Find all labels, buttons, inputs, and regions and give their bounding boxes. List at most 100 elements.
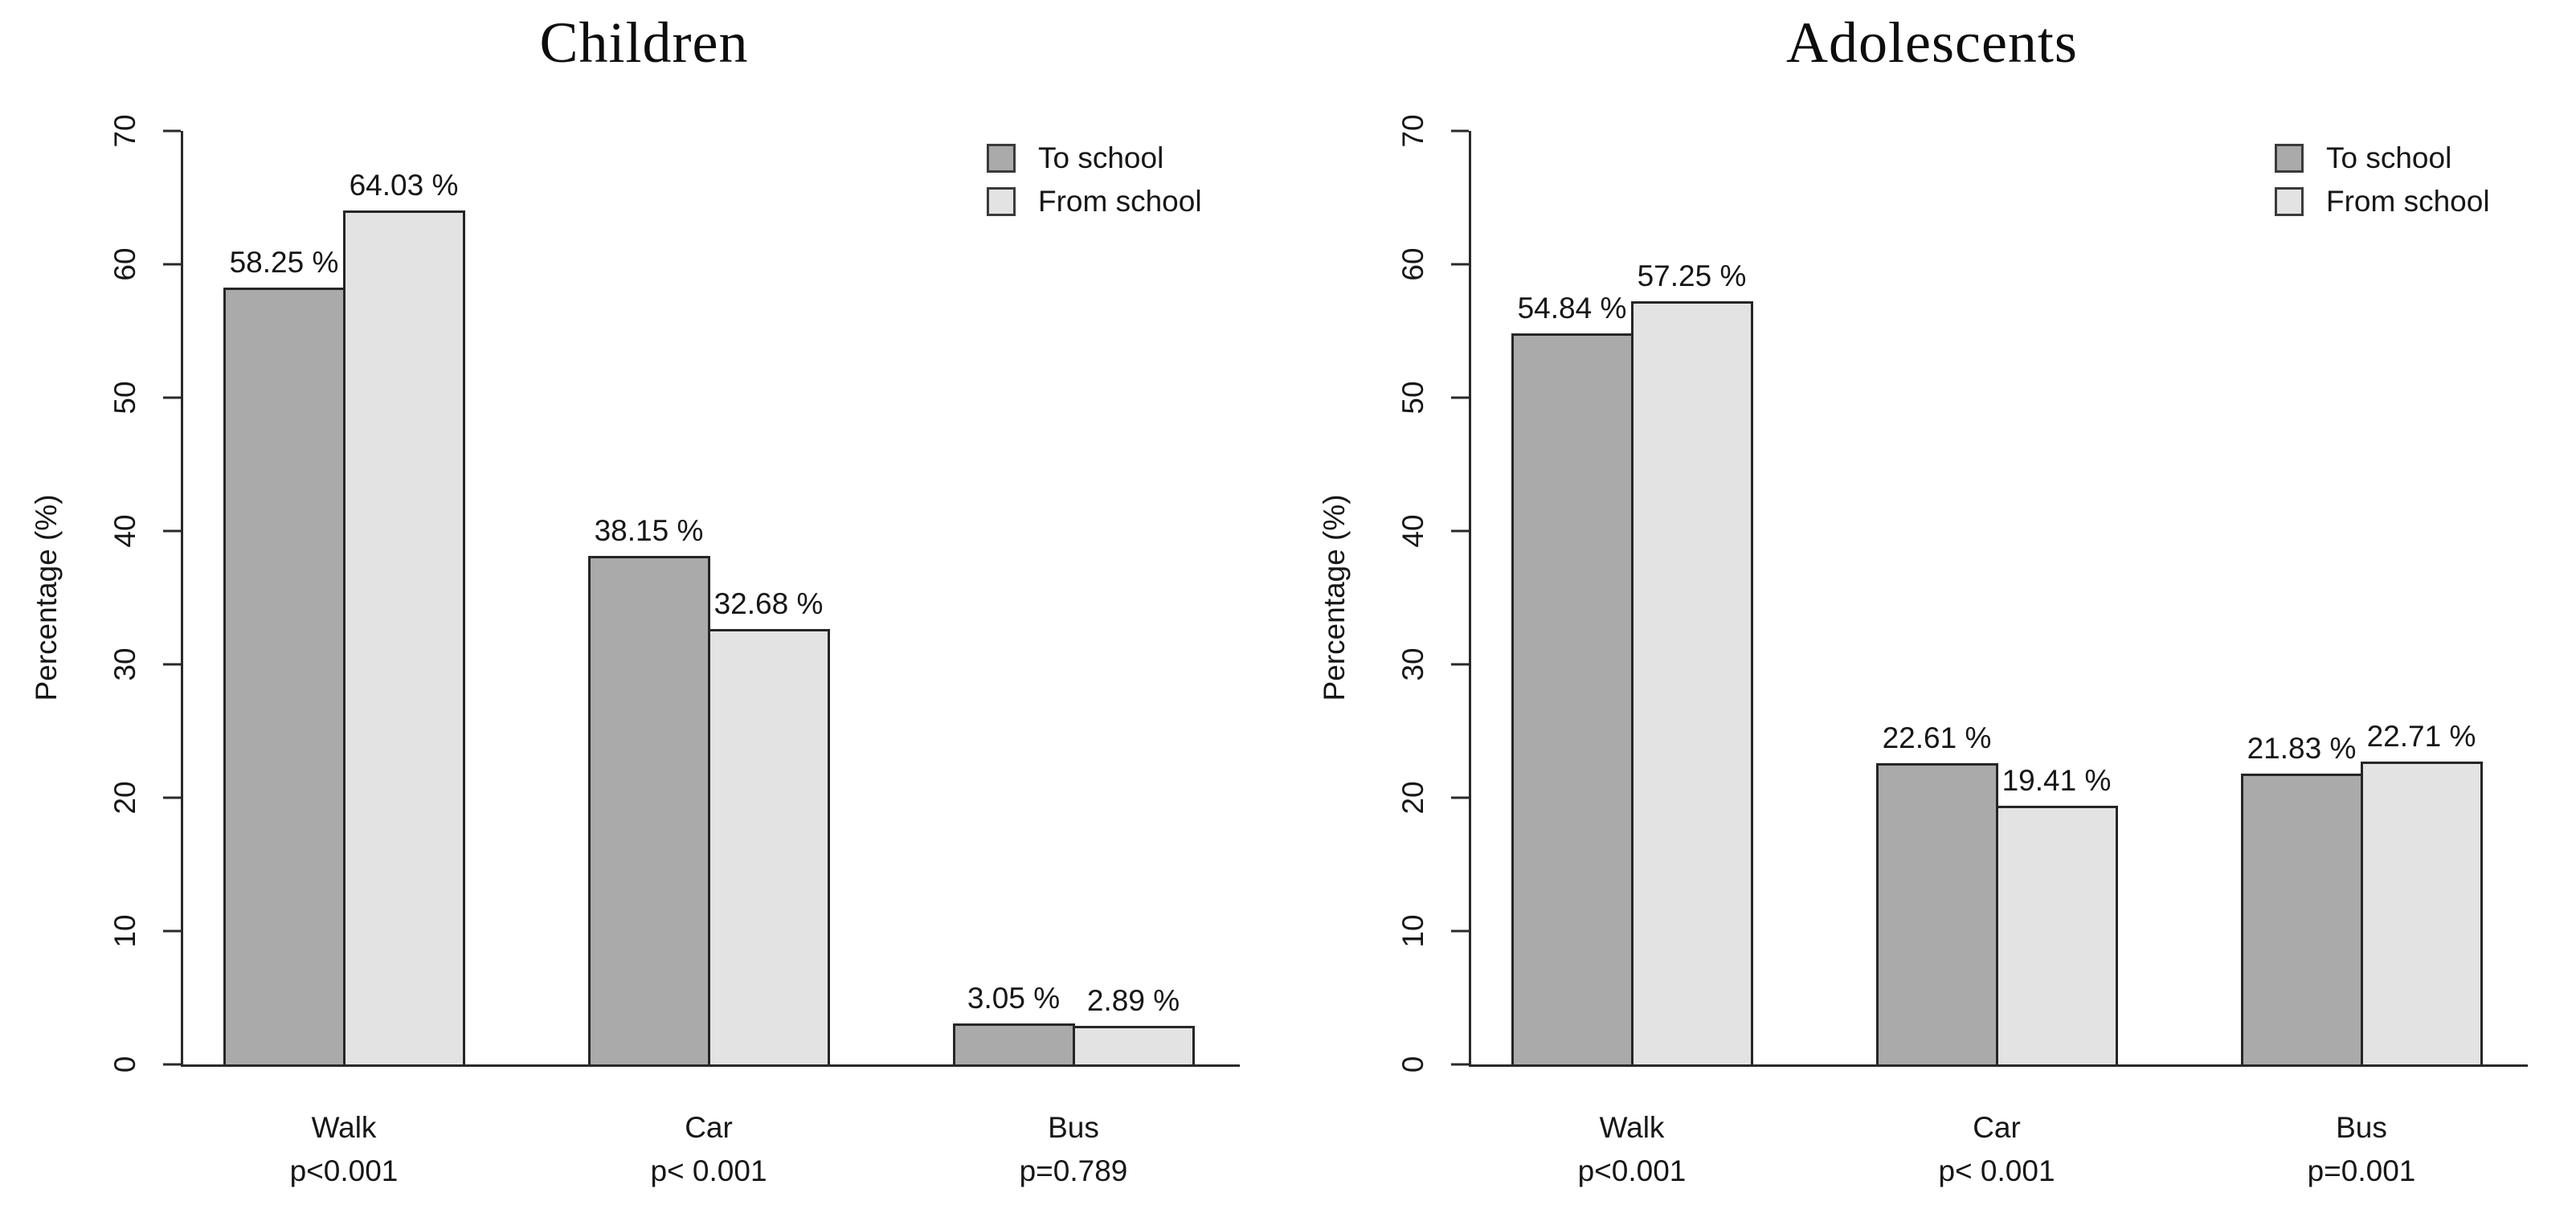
chart-title: Children (539, 10, 749, 75)
bar-group-bus: 3.05 % 2.89 % (951, 982, 1196, 1064)
y-tick-label: 30 (108, 647, 141, 681)
legend: To school From school (987, 141, 1202, 219)
legend-label: From school (2326, 185, 2490, 218)
y-tick (1451, 796, 1469, 799)
from-school-swatch-icon (2275, 187, 2304, 216)
y-tick (1451, 929, 1469, 933)
bar-value-label: 21.83 % (2247, 732, 2357, 765)
bar-from-school-walk: 64.03 % (342, 169, 465, 1064)
category-name: Walk (311, 1111, 377, 1144)
y-tick (1451, 663, 1469, 666)
y-tick-label: 50 (108, 381, 141, 415)
p-value-label: p=0.789 (1019, 1154, 1128, 1187)
y-tick-label: 30 (1396, 647, 1429, 681)
y-tick (1451, 529, 1469, 533)
y-tick (163, 263, 181, 266)
x-category-label-walk: Walk p<0.001 (222, 1106, 466, 1193)
y-tick (1451, 1063, 1469, 1066)
legend-item-from-school: From school (987, 185, 1202, 219)
y-tick (163, 663, 181, 666)
category-name: Walk (1599, 1111, 1665, 1144)
chart-title: Adolescents (1786, 10, 2078, 75)
x-category-label-bus: Bus p=0.789 (951, 1106, 1196, 1193)
y-tick-label: 40 (108, 514, 141, 548)
legend-item-to-school: To school (2275, 141, 2490, 175)
bar-from-school-car: 19.41 % (1995, 764, 2118, 1064)
legend-label: To school (1038, 141, 1164, 174)
bar-group-car: 22.61 % 19.41 % (1875, 721, 2119, 1064)
y-tick (163, 129, 181, 133)
legend-label: From school (1038, 185, 1202, 218)
plot-area: 0 10 20 30 40 50 60 70 58.25 % 64.03 % Walk p<0.001… (108, 114, 1240, 1187)
p-value-label: p=0.001 (2307, 1154, 2416, 1187)
bar-group-bus: 21.83 % 22.71 % (2239, 720, 2484, 1064)
category-name: Bus (1048, 1111, 1099, 1144)
bar-value-label: 2.89 % (1086, 984, 1180, 1017)
bar-group-walk: 54.84 % 57.25 % (1510, 259, 1754, 1064)
bar-to-school-walk: 54.84 % (1511, 292, 1634, 1064)
y-tick (163, 396, 181, 399)
bar-value-label: 3.05 % (967, 982, 1061, 1015)
bar-from-school-bus: 2.89 % (1072, 984, 1195, 1064)
bar-value-label: 58.25 % (229, 246, 339, 279)
bar-value-label: 54.84 % (1517, 292, 1627, 325)
y-tick-label: 10 (108, 914, 141, 948)
y-tick-label: 0 (108, 1056, 141, 1073)
category-name: Car (685, 1111, 733, 1144)
bar-to-school-bus: 21.83 % (2240, 732, 2363, 1064)
bar-to-school-car: 38.15 % (587, 514, 710, 1064)
bar-value-label: 57.25 % (1637, 259, 1747, 292)
bar-to-school-walk: 58.25 % (223, 246, 346, 1064)
x-category-label-car: Car p< 0.001 (1875, 1106, 2119, 1193)
bar-from-school-car: 32.68 % (707, 587, 830, 1064)
y-tick (1451, 396, 1469, 399)
plot-area: 0 10 20 30 40 50 60 70 54.84 % 57.25 % Walk p<0.001… (1396, 114, 2528, 1187)
bar-to-school-bus: 3.05 % (952, 982, 1075, 1064)
y-tick-label: 0 (1396, 1056, 1429, 1073)
bar-value-label: 38.15 % (594, 514, 704, 547)
legend: To school From school (2275, 141, 2490, 219)
p-value-label: p<0.001 (289, 1154, 399, 1187)
from-school-swatch-icon (987, 187, 1016, 216)
y-tick-label: 60 (1396, 247, 1429, 281)
y-axis-label: Percentage (%) (1318, 494, 1351, 701)
x-category-label-car: Car p< 0.001 (587, 1106, 831, 1193)
bar-value-label: 32.68 % (714, 587, 824, 620)
legend-item-from-school: From school (2275, 185, 2490, 219)
bar-group-car: 38.15 % 32.68 % (587, 514, 831, 1064)
y-tick (163, 529, 181, 533)
p-value-label: p<0.001 (1577, 1154, 1687, 1187)
x-category-label-bus: Bus p=0.001 (2239, 1106, 2484, 1193)
y-tick (1451, 129, 1469, 133)
y-tick-label: 40 (1396, 514, 1429, 548)
y-tick (163, 1063, 181, 1066)
bar-to-school-car: 22.61 % (1875, 721, 1998, 1064)
y-axis-label: Percentage (%) (30, 494, 63, 701)
chart-panel-children: Children Percentage (%) 0 10 20 30 40 50 60 70 5… (30, 10, 1240, 1187)
chart-panel-adolescents: Adolescents Percentage (%) 0 10 20 30 40 50 60… (1288, 0, 2576, 1205)
to-school-swatch-icon (987, 144, 1016, 173)
y-tick (163, 929, 181, 933)
y-tick-label: 70 (108, 114, 141, 148)
to-school-swatch-icon (2275, 144, 2304, 173)
legend-label: To school (2326, 141, 2452, 174)
legend-item-to-school: To school (987, 141, 1202, 175)
bar-group-walk: 58.25 % 64.03 % (222, 169, 466, 1064)
bar-value-label: 22.71 % (2366, 720, 2476, 753)
x-category-label-walk: Walk p<0.001 (1510, 1106, 1754, 1193)
p-value-label: p< 0.001 (1938, 1154, 2055, 1187)
y-tick (1451, 263, 1469, 266)
y-tick (163, 796, 181, 799)
y-tick-label: 50 (1396, 381, 1429, 415)
bar-value-label: 22.61 % (1882, 721, 1992, 754)
y-tick-label: 10 (1396, 914, 1429, 948)
category-name: Bus (2336, 1111, 2387, 1144)
bar-value-label: 19.41 % (2002, 764, 2112, 797)
bar-from-school-walk: 57.25 % (1630, 259, 1753, 1064)
category-name: Car (1973, 1111, 2021, 1144)
y-tick-label: 70 (1396, 114, 1429, 148)
p-value-label: p< 0.001 (650, 1154, 767, 1187)
y-tick-label: 20 (108, 781, 141, 815)
y-tick-label: 60 (108, 247, 141, 281)
